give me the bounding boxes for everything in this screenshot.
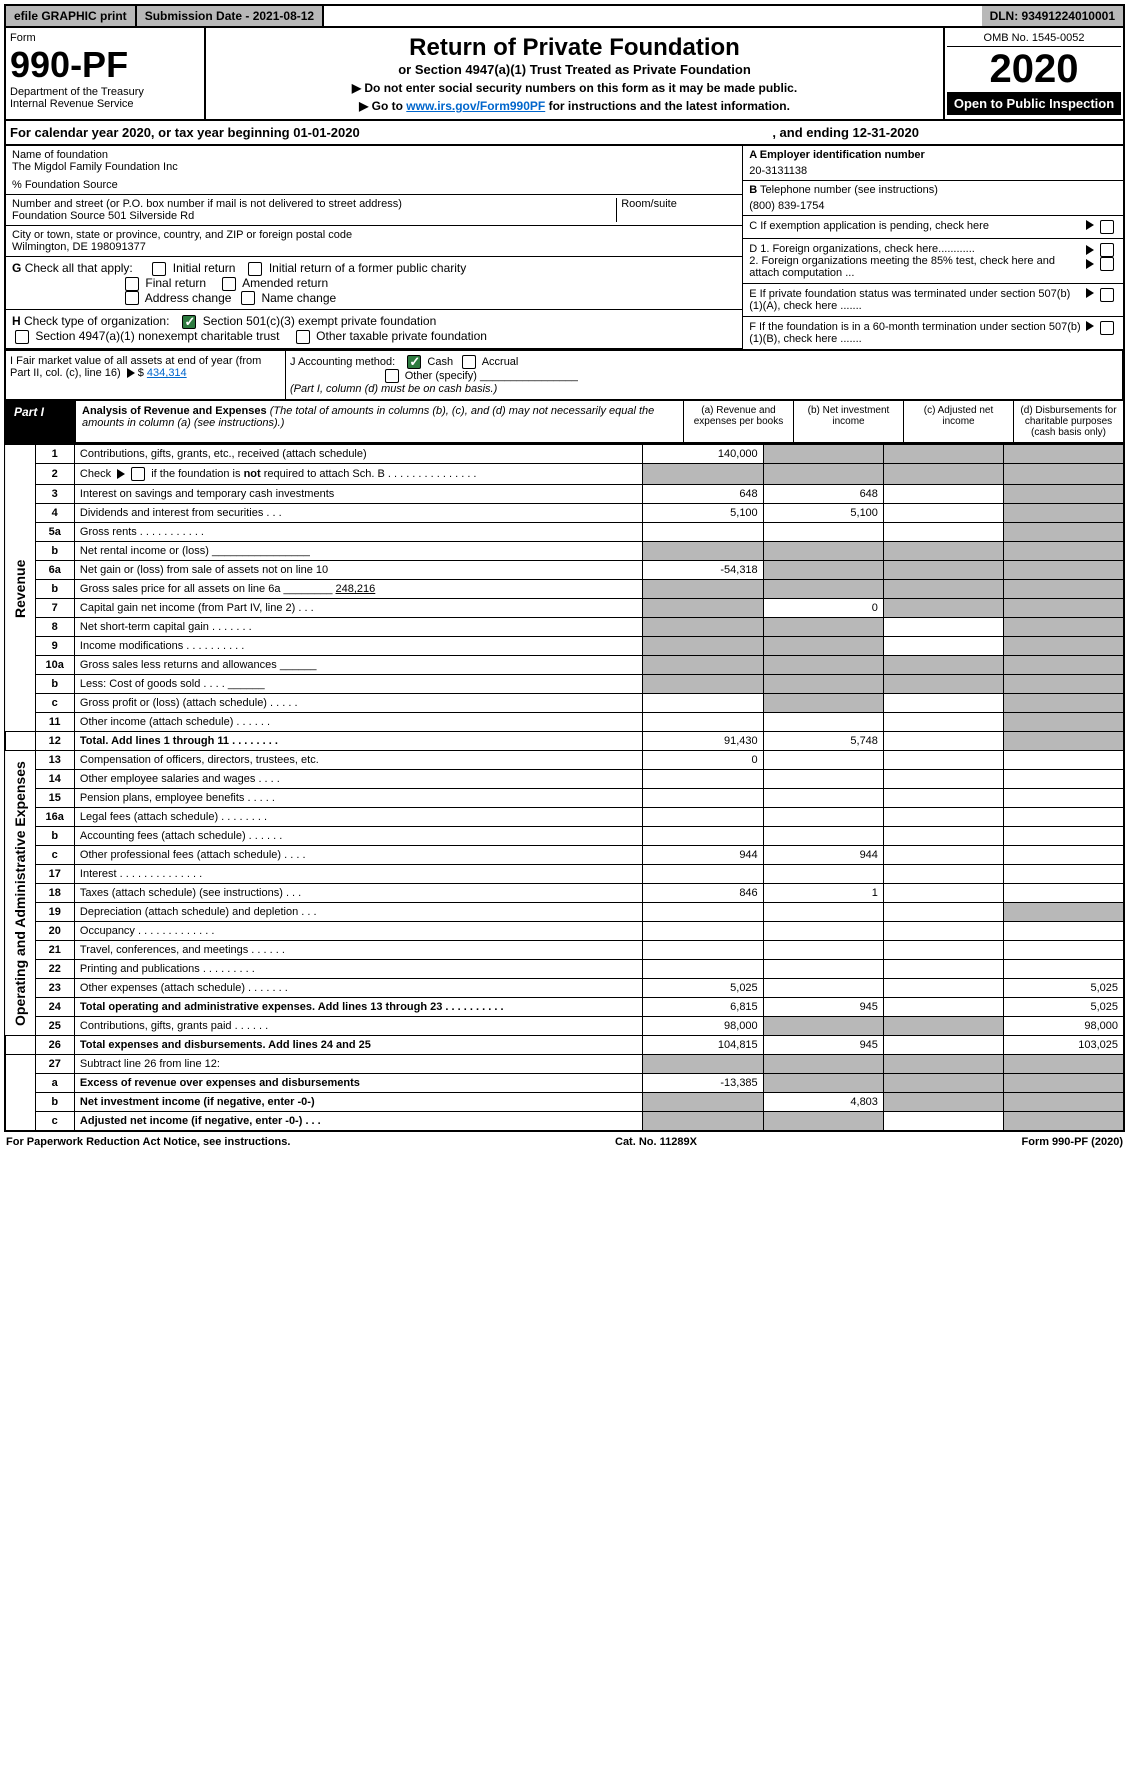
submission-date: Submission Date - 2021-08-12 [137, 6, 324, 26]
foreign-85-check[interactable] [1100, 257, 1114, 271]
ein-label: A Employer identification number [749, 149, 1117, 161]
open-public: Open to Public Inspection [947, 92, 1121, 115]
revenue-label: Revenue [5, 445, 35, 732]
foundation-name: The Migdol Family Foundation Inc [12, 161, 736, 173]
part1-label: Part I [6, 401, 76, 442]
foreign-org-check[interactable] [1100, 243, 1114, 257]
room-label: Room/suite [616, 198, 736, 222]
efile-label: efile GRAPHIC print [6, 6, 137, 26]
initial-former-check[interactable] [248, 262, 262, 276]
col-d-header: (d) Disbursements for charitable purpose… [1013, 401, 1123, 442]
bottom-info: I Fair market value of all assets at end… [4, 351, 1125, 401]
arrow-icon [1086, 220, 1094, 230]
fmv-value[interactable]: 434,314 [147, 367, 187, 379]
form-word: Form [10, 32, 200, 44]
final-return-check[interactable] [125, 277, 139, 291]
dln: DLN: 93491224010001 [982, 6, 1123, 26]
address: Foundation Source 501 Silverside Rd [12, 210, 616, 222]
4947a1-check[interactable] [15, 330, 29, 344]
part1-table: Revenue 1Contributions, gifts, grants, e… [4, 444, 1125, 1132]
dept: Department of the Treasury [10, 86, 200, 98]
status-terminated-check[interactable] [1100, 288, 1114, 302]
topbar: efile GRAPHIC print Submission Date - 20… [4, 4, 1125, 28]
60-month-check[interactable] [1100, 321, 1114, 335]
page-footer: For Paperwork Reduction Act Notice, see … [4, 1132, 1125, 1152]
paperwork-notice: For Paperwork Reduction Act Notice, see … [6, 1136, 290, 1148]
city: Wilmington, DE 198091377 [12, 241, 736, 253]
sch-b-check[interactable] [131, 467, 145, 481]
exemption-pending-check[interactable] [1100, 220, 1114, 234]
col-c-header: (c) Adjusted net income [903, 401, 1013, 442]
accrual-check[interactable] [462, 355, 476, 369]
tax-year: 2020 [947, 47, 1121, 92]
form-header: Form 990-PF Department of the Treasury I… [4, 28, 1125, 121]
irs: Internal Revenue Service [10, 98, 200, 110]
form-number: 990-PF [10, 44, 200, 86]
501c3-check[interactable] [182, 315, 196, 329]
form-link[interactable]: www.irs.gov/Form990PF [406, 99, 545, 113]
info-grid: Name of foundation The Migdol Family Fou… [4, 146, 1125, 351]
inst-2: ▶ Go to www.irs.gov/Form990PF for instru… [212, 99, 937, 113]
form-ref: Form 990-PF (2020) [1022, 1136, 1123, 1148]
expenses-label: Operating and Administrative Expenses [5, 751, 35, 1036]
initial-return-check[interactable] [152, 262, 166, 276]
care-of: % Foundation Source [12, 179, 736, 191]
other-method-check[interactable] [385, 369, 399, 383]
addr-label: Number and street (or P.O. box number if… [12, 198, 616, 210]
address-change-check[interactable] [125, 291, 139, 305]
amended-return-check[interactable] [222, 277, 236, 291]
calendar-year-row: For calendar year 2020, or tax year begi… [4, 121, 1125, 146]
name-label: Name of foundation [12, 149, 736, 161]
form-subtitle: or Section 4947(a)(1) Trust Treated as P… [212, 62, 937, 77]
city-label: City or town, state or province, country… [12, 229, 736, 241]
part1-header: Part I Analysis of Revenue and Expenses … [4, 401, 1125, 444]
form-title: Return of Private Foundation [212, 34, 937, 62]
omb-number: OMB No. 1545-0052 [947, 30, 1121, 47]
col-a-header: (a) Revenue and expenses per books [683, 401, 793, 442]
phone: (800) 839-1754 [749, 200, 1117, 212]
col-b-header: (b) Net investment income [793, 401, 903, 442]
name-change-check[interactable] [241, 291, 255, 305]
inst-1: ▶ Do not enter social security numbers o… [212, 81, 937, 95]
cash-check[interactable] [407, 355, 421, 369]
other-taxable-check[interactable] [296, 330, 310, 344]
ein: 20-3131138 [749, 165, 1117, 177]
cat-no: Cat. No. 11289X [615, 1136, 697, 1148]
